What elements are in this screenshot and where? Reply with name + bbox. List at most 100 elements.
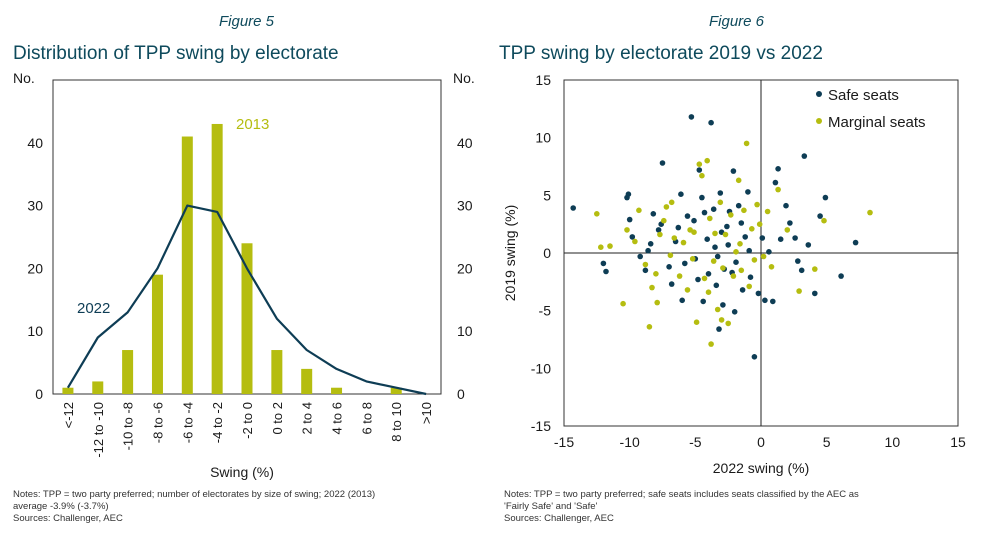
point-marginal-seat (676, 273, 683, 279)
point-safe-seat (792, 235, 798, 241)
point-marginal-seat (708, 341, 714, 347)
point-safe-seat (712, 244, 718, 250)
point-safe-seat (675, 224, 682, 231)
point-marginal-seat (733, 249, 739, 255)
point-safe-seat (838, 273, 844, 279)
point-marginal-seat (751, 257, 758, 263)
point-marginal-seat (749, 226, 755, 232)
x-category-label: -6 to -4 (180, 402, 195, 443)
figure5-notes: Notes: TPP = two party preferred; number… (13, 489, 463, 525)
y-tick-label-left: 0 (35, 386, 43, 402)
x-category-label: 6 to 8 (359, 402, 374, 435)
bar-2013 (390, 387, 402, 394)
y-tick-label: -10 (531, 360, 551, 376)
x-axis-label: 2022 swing (%) (713, 460, 810, 476)
figure5-title: Distribution of TPP swing by electorate (13, 43, 339, 64)
point-marginal-seat (705, 289, 712, 296)
bar-2013 (331, 387, 343, 394)
point-safe-seat (626, 216, 633, 223)
x-tick-label: -5 (689, 434, 702, 450)
notes-line: Sources: Challenger, AEC (504, 513, 614, 524)
x-axis-label: Swing (%) (210, 464, 274, 480)
point-marginal-seat (743, 140, 750, 147)
point-marginal-seat (632, 238, 638, 245)
point-marginal-seat (691, 229, 697, 235)
point-marginal-seat (649, 284, 655, 291)
point-marginal-seat (735, 177, 742, 184)
point-safe-seat (699, 194, 705, 201)
point-safe-seat (650, 211, 657, 217)
x-category-label: 8 to 10 (389, 402, 404, 442)
point-marginal-seat (684, 287, 691, 293)
figure6-label: Figure 6 (709, 13, 765, 30)
point-marginal-seat (624, 227, 630, 233)
figure6-notes: Notes: TPP = two party preferred; safe s… (504, 489, 974, 525)
annotation-2013: 2013 (236, 116, 269, 133)
point-safe-seat (751, 354, 758, 360)
point-marginal-seat (701, 275, 708, 282)
y-tick-label-left: 30 (27, 198, 43, 214)
point-safe-seat (772, 179, 779, 186)
y-tick-label-right: 30 (457, 198, 473, 214)
point-safe-seat (705, 271, 712, 277)
point-marginal-seat (821, 217, 827, 224)
point-safe-seat (700, 298, 706, 305)
x-tick-label: -15 (554, 434, 574, 450)
right-y-unit: No. (453, 70, 475, 86)
x-category-label: 2 to 4 (300, 402, 315, 435)
point-safe-seat (642, 267, 649, 274)
notes-line: Sources: Challenger, AEC (13, 513, 123, 524)
point-safe-seat (770, 298, 776, 305)
point-safe-seat (696, 167, 703, 173)
x-category-label: -4 to -2 (210, 402, 225, 443)
point-marginal-seat (722, 231, 729, 238)
point-safe-seat (629, 234, 636, 240)
point-marginal-seat (756, 221, 763, 227)
x-category-label: 4 to 6 (330, 402, 345, 435)
x-tick-label: 0 (757, 434, 765, 450)
y-tick-label-right: 10 (457, 323, 473, 339)
bar-2013 (181, 136, 193, 394)
point-safe-seat (704, 236, 710, 242)
point-marginal-seat (707, 215, 713, 222)
point-marginal-seat (689, 255, 696, 262)
point-safe-seat (655, 227, 662, 233)
point-safe-seat (724, 223, 730, 230)
x-category-label: <-12 (61, 402, 76, 428)
bar-2013 (62, 387, 74, 394)
bar-2013 (211, 123, 223, 395)
point-safe-seat (777, 236, 784, 242)
bar-2013 (271, 350, 283, 394)
notes-line: Notes: TPP = two party preferred; safe s… (504, 489, 859, 500)
y-tick-label-right: 20 (457, 260, 473, 276)
y-tick-label: 5 (543, 187, 551, 203)
point-marginal-seat (661, 217, 667, 224)
point-marginal-seat (725, 320, 731, 327)
point-safe-seat (730, 168, 737, 174)
legend-label-marginal: Marginal seats (828, 114, 926, 131)
point-safe-seat (745, 189, 751, 195)
point-marginal-seat (657, 231, 663, 238)
y-tick-label: 0 (543, 245, 551, 261)
y-tick-label: -15 (531, 418, 551, 434)
y-tick-label-left: 20 (27, 260, 43, 276)
bar-2013 (92, 381, 104, 394)
point-marginal-seat (754, 201, 760, 208)
point-safe-seat (637, 253, 643, 260)
point-safe-seat (645, 247, 651, 254)
point-marginal-seat (775, 186, 781, 193)
figure6-title: TPP swing by electorate 2019 vs 2022 (499, 43, 823, 64)
point-safe-seat (691, 217, 697, 224)
point-marginal-seat (671, 235, 678, 241)
y-tick-label: -5 (539, 303, 552, 319)
point-safe-seat (647, 241, 654, 247)
point-marginal-seat (668, 199, 675, 206)
point-safe-seat (738, 220, 745, 226)
point-safe-seat (746, 247, 752, 254)
point-marginal-seat (646, 324, 653, 330)
point-marginal-seat (738, 267, 745, 274)
point-safe-seat (695, 276, 701, 283)
point-safe-seat (708, 119, 714, 126)
